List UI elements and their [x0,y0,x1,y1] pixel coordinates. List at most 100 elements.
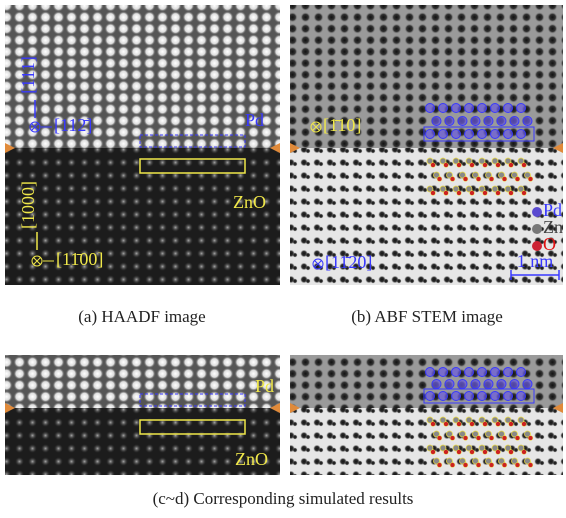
pd-atom [439,104,448,113]
o-atom [437,436,442,441]
o-atom [483,163,488,168]
pd-atom [497,117,506,126]
o-atom [450,177,455,182]
pd-atom [452,104,461,113]
pd-atom [452,392,461,401]
pd-atom [504,368,513,377]
scale-label: 1 nm [517,251,554,271]
zone-label: [1̄10] [323,115,361,135]
o-atom [476,463,481,468]
o-atom [496,191,501,196]
pd-atom [523,380,532,389]
o-atom [444,422,449,427]
o-atom [509,422,514,427]
pd-atom [452,368,461,377]
pd-atom [439,368,448,377]
pd-atom [439,130,448,139]
pd-atom [491,392,500,401]
o-atom [431,191,436,196]
o-atom [522,191,527,196]
pd-atom [458,380,467,389]
pd-atom [465,368,474,377]
zone-label: [111] [18,56,38,94]
zone-label: [112̄] [54,115,92,135]
o-atom [444,163,449,168]
panel-c: Pd ZnO [5,355,280,475]
o-atom [450,463,455,468]
zno-lattice [5,148,280,285]
pd-atom [432,380,441,389]
o-atom [457,450,462,455]
o-atom [457,191,462,196]
caption: (c~d) Corresponding simulated results [153,489,414,508]
legend-swatch [532,241,542,251]
o-atom [509,191,514,196]
pd-atom [504,130,513,139]
o-atom [502,177,507,182]
panel-d [290,355,563,475]
pd-atom [426,368,435,377]
pd-atom [510,117,519,126]
o-atom [470,422,475,427]
pd-atom [426,104,435,113]
o-atom [476,436,481,441]
o-atom [483,450,488,455]
pd-atom [491,130,500,139]
pd-atom [491,368,500,377]
pd-atom [478,368,487,377]
o-atom [522,422,527,427]
o-atom [496,422,501,427]
pd-atom [426,130,435,139]
pd-atom [484,380,493,389]
pd-atom [491,104,500,113]
o-atom [431,163,436,168]
o-atom [522,450,527,455]
o-atom [444,191,449,196]
pd-atom [458,117,467,126]
zone-label: [11̄00] [56,249,103,269]
o-atom [437,177,442,182]
pd-atom [445,117,454,126]
o-atom [463,463,468,468]
pd-atom [504,104,513,113]
o-atom [528,436,533,441]
pd-lattice [5,355,280,408]
caption: (a) HAADF image [78,307,205,326]
phase-label: ZnO [233,192,266,212]
o-atom [470,163,475,168]
pd-atom [517,130,526,139]
pd-atom [478,130,487,139]
pd-atom [471,117,480,126]
pd-atom [445,380,454,389]
o-atom [483,191,488,196]
o-atom [489,463,494,468]
o-atom [489,436,494,441]
o-atom [509,450,514,455]
zone-label: [11̄20] [325,252,372,272]
pd-atom [517,392,526,401]
pd-atom [471,380,480,389]
o-atom [496,450,501,455]
phase-label: Pd [245,110,264,130]
o-atom [489,177,494,182]
panel-b: [1̄10] [11̄20] Pd Zn O 1 nm [290,5,563,285]
o-atom [431,422,436,427]
o-atom [470,450,475,455]
pd-atom [432,117,441,126]
caption: (b) ABF STEM image [351,307,503,326]
legend-swatch [532,207,542,217]
o-atom [496,163,501,168]
o-atom [463,177,468,182]
pd-atom [517,368,526,377]
pd-atom [478,392,487,401]
o-atom [457,422,462,427]
pd-atom [504,392,513,401]
o-atom [528,463,533,468]
pd-atom [465,130,474,139]
o-atom [437,463,442,468]
pd-atom [484,117,493,126]
o-atom [457,163,462,168]
phase-label: ZnO [235,449,268,469]
o-atom [483,422,488,427]
o-atom [463,436,468,441]
